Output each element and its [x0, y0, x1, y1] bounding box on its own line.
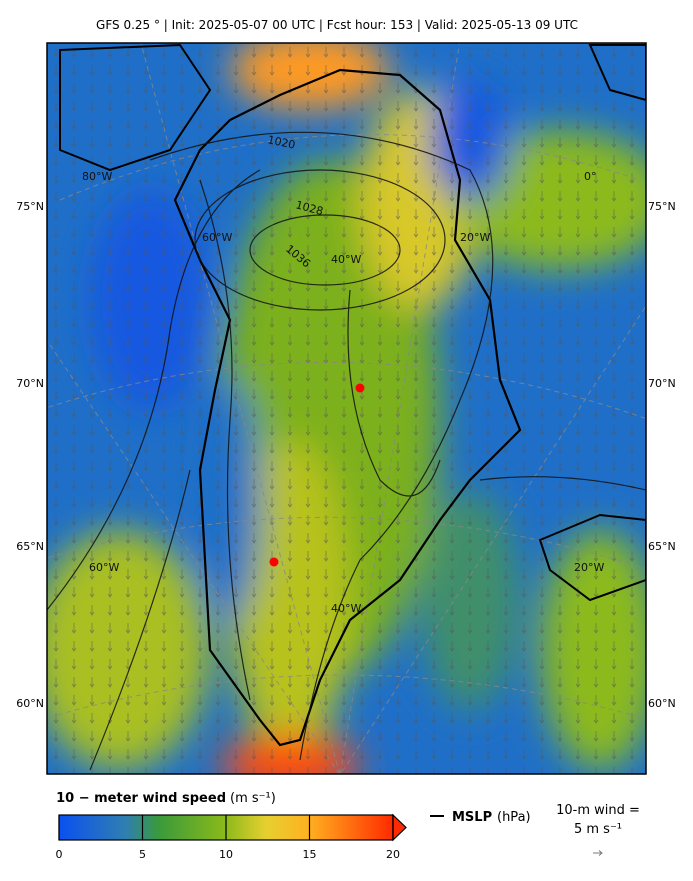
lat-label: 60°N: [648, 697, 676, 710]
lon-label: 20°W: [460, 231, 490, 244]
colorbar-units: (m s⁻¹): [230, 791, 276, 806]
colorbar-tick-label: 20: [386, 848, 400, 861]
lon-label: 40°W: [331, 602, 361, 615]
lon-label: 0°: [584, 170, 597, 183]
lat-label: 75°N: [648, 200, 676, 213]
colorbar-label: 10 − meter wind speed: [56, 791, 226, 806]
title: GFS 0.25 ° | Init: 2025-05-07 00 UTC | F…: [96, 18, 578, 32]
lon-label: 60°W: [202, 231, 232, 244]
mslp-legend-units: (hPa): [497, 810, 531, 825]
wind-legend-label: 10-m wind =: [556, 803, 640, 818]
wind-legend-arrow: [593, 850, 603, 856]
lat-label: 70°N: [648, 377, 676, 390]
lon-label: 80°W: [82, 170, 112, 183]
map-field: 80°W 60°W 40°W 20°W 0° 60°W 40°W 20°W 10…: [47, 43, 646, 774]
mslp-legend-label: MSLP: [452, 810, 492, 825]
colorbar-tick-label: 5: [139, 848, 146, 861]
colorbar-tick-label: 0: [56, 848, 63, 861]
lat-label: 70°N: [16, 377, 44, 390]
lat-label: 65°N: [16, 540, 44, 553]
lon-label: 20°W: [574, 561, 604, 574]
lat-label: 75°N: [16, 200, 44, 213]
map-frame: [46, 42, 647, 775]
colorbar: 0 5 10 15 20: [56, 813, 407, 861]
colorbar-tick-label: 10: [219, 848, 233, 861]
lon-label: 40°W: [331, 253, 361, 266]
contour-label: 1020: [266, 133, 296, 152]
lon-label: 60°W: [89, 561, 119, 574]
lat-label: 65°N: [648, 540, 676, 553]
colorbar-tick-label: 15: [303, 848, 317, 861]
wind-legend-value: 5 m s⁻¹: [574, 822, 622, 837]
lat-label: 60°N: [16, 697, 44, 710]
